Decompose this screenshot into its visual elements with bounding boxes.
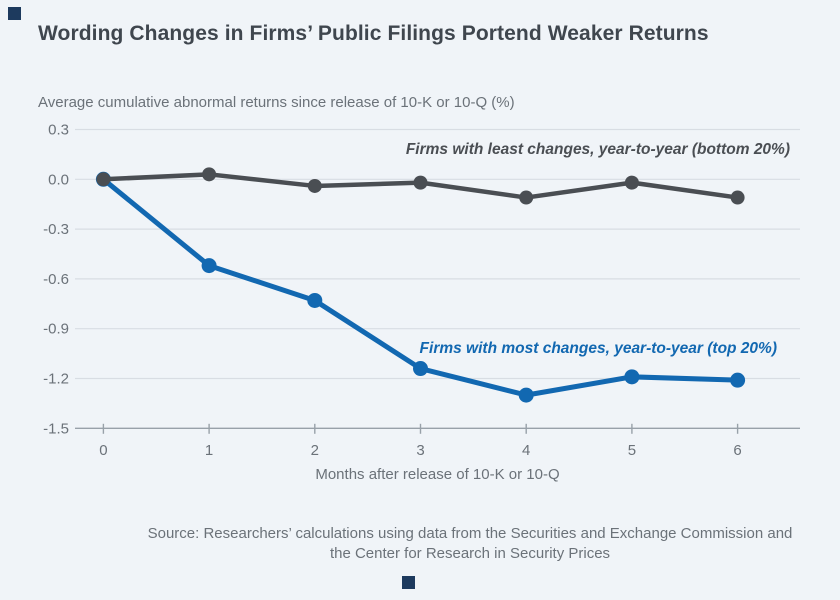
chart-title: Wording Changes in Firms’ Public Filings… [38, 22, 709, 45]
svg-text:-1.2: -1.2 [43, 371, 69, 388]
svg-text:3: 3 [416, 442, 424, 459]
svg-text:-0.9: -0.9 [43, 321, 69, 338]
source-note: Source: Researchers’ calculations using … [130, 524, 810, 564]
svg-text:1: 1 [205, 442, 213, 459]
svg-text:-0.6: -0.6 [43, 271, 69, 288]
svg-text:-0.3: -0.3 [43, 221, 69, 238]
svg-text:-1.5: -1.5 [43, 420, 69, 437]
x-axis-title: Months after release of 10-K or 10-Q [315, 466, 560, 483]
svg-text:6: 6 [733, 442, 741, 459]
svg-text:5: 5 [628, 442, 636, 459]
legend-most-changes: Firms with most changes, year-to-year (t… [419, 340, 777, 357]
nber-end-mark [402, 576, 415, 589]
svg-text:4: 4 [522, 442, 530, 459]
svg-text:0.0: 0.0 [48, 171, 69, 188]
source-line-2: the Center for Research in Security Pric… [329, 545, 611, 562]
nber-corner-mark [8, 7, 21, 20]
source-line-1: Source: Researchers’ calculations using … [147, 525, 793, 542]
legend-least-changes: Firms with least changes, year-to-year (… [405, 141, 790, 158]
y-axis-unit-label: Average cumulative abnormal returns sinc… [38, 94, 515, 111]
svg-text:0.3: 0.3 [48, 122, 69, 139]
svg-text:2: 2 [311, 442, 319, 459]
svg-text:0: 0 [99, 442, 107, 459]
